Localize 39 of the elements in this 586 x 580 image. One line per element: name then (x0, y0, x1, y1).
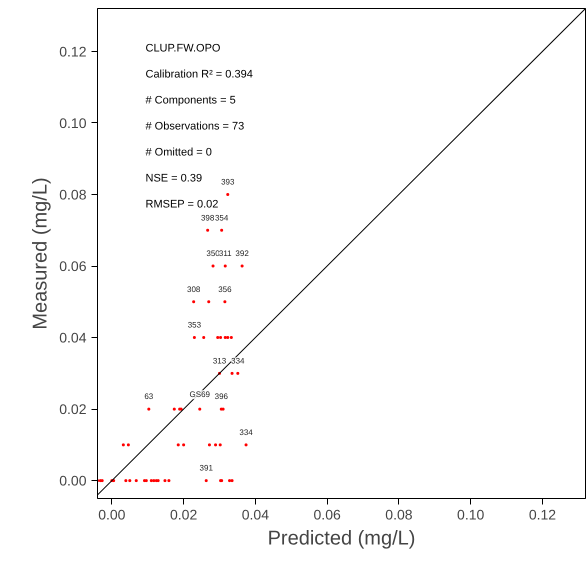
annotation: # Components = 5 (146, 94, 236, 106)
annotation: 63 (144, 392, 154, 402)
annotation: 350 (206, 249, 220, 258)
annotation: 396 (214, 392, 229, 402)
annotation: 393 (221, 177, 235, 186)
y-tick-label: 0.02 (59, 401, 87, 418)
annotation: # Observations = 73 (146, 120, 244, 132)
annotation: 308 (186, 284, 201, 294)
annotation: 391 (200, 464, 214, 473)
x-tick-label: 0.06 (314, 506, 341, 522)
annotation: 311 (218, 249, 232, 258)
annotation: RMSEP = 0.02 (146, 198, 218, 210)
annotation: CLUP.FW.OPO (146, 42, 221, 54)
annotation: GS69 (190, 390, 211, 400)
annotation: 392 (235, 249, 250, 258)
x-tick-label: 0.00 (98, 506, 126, 522)
annotation: 398 (200, 213, 215, 222)
y-tick-label: 0.06 (59, 258, 87, 274)
x-tick-label: 0.04 (242, 506, 270, 522)
annotation: 334 (239, 428, 254, 437)
y-tick-label: 0.10 (59, 114, 87, 131)
x-tick-label: 0.08 (385, 506, 413, 522)
y-tick-label: 0.12 (59, 43, 87, 60)
x-axis-title: Predicted (mg/L) (268, 528, 416, 550)
annotation: NSE = 0.39 (146, 172, 202, 184)
annotation: 354 (214, 213, 229, 222)
y-tick-label: 0.04 (59, 330, 87, 346)
y-axis-title: Measured (mg/L) (29, 177, 52, 330)
annotation: 356 (218, 284, 232, 294)
annotation: Calibration R² = 0.394 (146, 68, 253, 80)
annotation: # Omitted = 0 (146, 146, 212, 158)
x-tick-label: 0.02 (170, 506, 198, 522)
x-tick-label: 0.12 (528, 506, 556, 522)
y-tick-label: 0.00 (59, 472, 87, 489)
annotation: 353 (188, 320, 202, 330)
x-tick-label: 0.10 (457, 506, 485, 522)
annotation: 313 (212, 356, 227, 366)
annotation: 334 (231, 356, 246, 366)
y-tick-label: 0.08 (59, 186, 87, 202)
